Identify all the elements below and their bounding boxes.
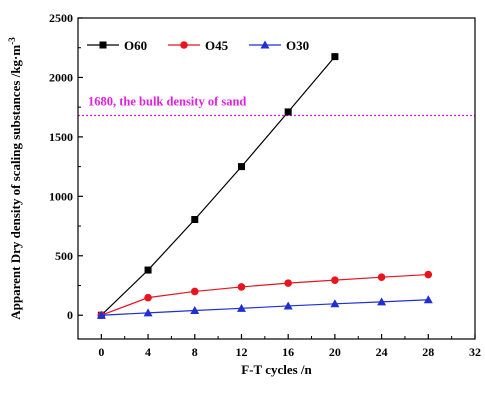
data-point-o45 [377, 273, 386, 281]
reference-line-group: 1680, the bulk density of sand [78, 94, 475, 117]
y-tick-label: 1500 [49, 130, 73, 144]
x-axis-title: F-T cycles /n [241, 362, 312, 377]
plot-frame [77, 17, 476, 340]
x-axis-ticks: 0 4 8 12 16 20 24 28 32 [98, 334, 481, 359]
legend-marker-o45 [180, 41, 188, 49]
y-tick-label: 0 [67, 308, 73, 322]
legend-label-o30: O30 [286, 38, 309, 53]
x-tick-label: 4 [145, 345, 151, 359]
y-tick-label: 1000 [49, 189, 73, 203]
legend-marker-o60 [99, 41, 107, 49]
x-tick-label: 12 [235, 345, 247, 359]
x-tick-label: 24 [376, 345, 388, 359]
series-group [96, 53, 433, 320]
data-point-o45 [144, 293, 152, 302]
x-tick-label: 8 [192, 345, 198, 359]
series-line-o60 [100, 56, 336, 316]
data-point-o60 [191, 216, 199, 224]
legend: O60 O45 O30 [87, 38, 309, 53]
x-tick-label: 32 [469, 345, 481, 359]
x-tick-label: 16 [282, 345, 294, 359]
data-point-o45 [284, 279, 292, 287]
data-point-o45 [331, 276, 339, 284]
x-tick-label: 0 [98, 345, 104, 359]
x-tick-label: 20 [329, 345, 341, 359]
data-point-o45 [237, 283, 246, 291]
data-point-o60 [144, 266, 152, 274]
reference-line-label: 1680, the bulk density of sand [88, 94, 246, 108]
data-point-o30 [190, 305, 200, 314]
series-line-o30 [101, 299, 429, 316]
data-point-o45 [190, 287, 199, 296]
data-point-o60 [284, 108, 292, 116]
y-axis-title-superscript: -3 [7, 37, 17, 45]
data-point-o30 [377, 297, 387, 306]
legend-label-o60: O60 [124, 38, 147, 53]
data-point-o30 [283, 301, 293, 310]
data-point-o60 [237, 163, 245, 171]
y-tick-label: 2500 [49, 11, 73, 25]
data-point-o30 [330, 299, 340, 308]
data-point-o30 [96, 310, 106, 319]
data-point-o60 [331, 53, 339, 61]
y-axis-title: Apparent Dry density of scaling substanc… [7, 37, 23, 320]
y-axis-title-text: Apparent Dry density of scaling substanc… [8, 45, 23, 320]
data-point-o30 [236, 303, 246, 312]
legend-marker-o30 [260, 40, 270, 49]
series-line-o45 [101, 273, 429, 316]
data-point-o30 [143, 308, 153, 317]
data-point-o45 [424, 270, 433, 279]
y-tick-label: 500 [55, 249, 73, 263]
x-tick-label: 28 [422, 345, 434, 359]
data-point-o30 [423, 295, 433, 304]
y-tick-label: 2000 [49, 70, 73, 84]
legend-label-o45: O45 [205, 38, 229, 53]
y-axis-ticks: 0 500 1000 1500 2000 2500 [49, 11, 83, 322]
